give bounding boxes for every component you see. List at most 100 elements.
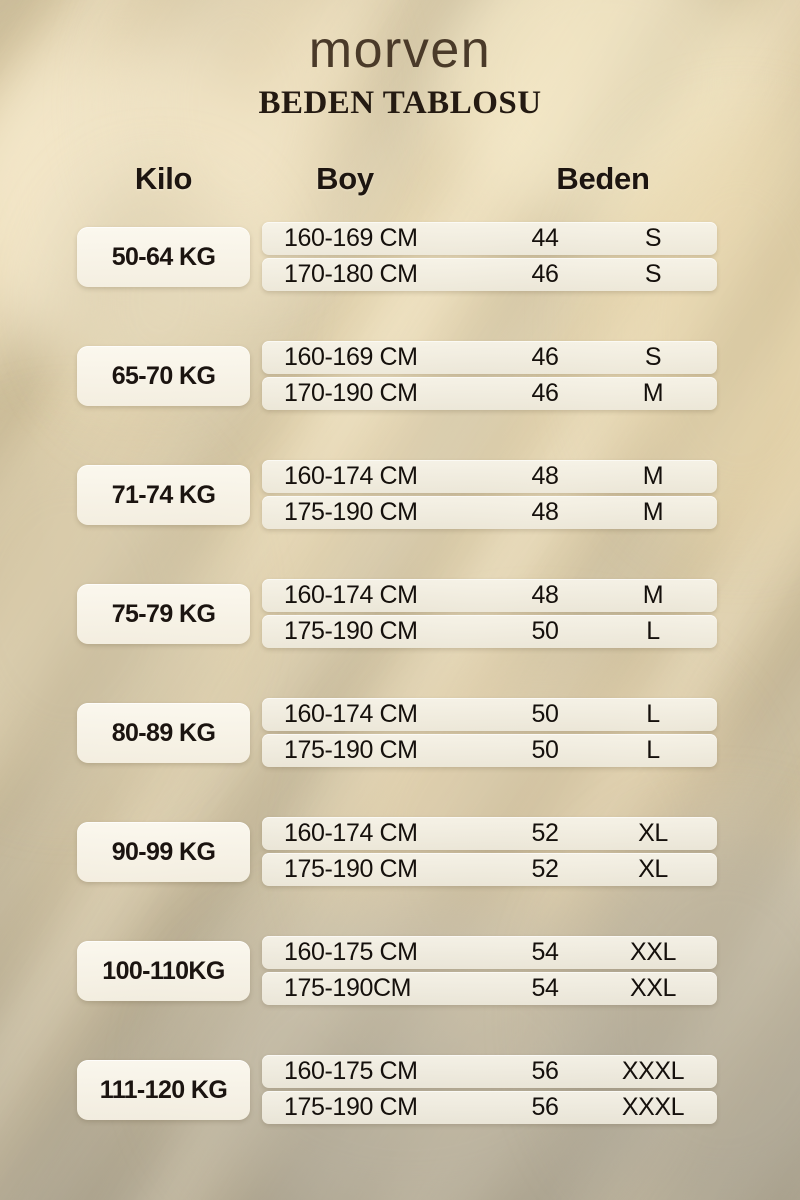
height-range-cell: 170-190 CM — [284, 379, 418, 407]
weight-range-pill: 111-120 KG — [77, 1060, 250, 1120]
letter-size-cell: S — [644, 224, 662, 252]
letter-size-cell: L — [646, 700, 660, 728]
numeric-size-cell: 46 — [531, 379, 559, 407]
numeric-size-cell: 48 — [531, 498, 559, 526]
numeric-size-cell: 50 — [531, 617, 559, 645]
weight-range-pill: 90-99 KG — [77, 822, 250, 882]
weight-group: 90-99 KG 160-174 CM 52 XL 175-190 CM 52 XL — [0, 817, 800, 889]
weight-group: 71-74 KG 160-174 CM 48 M 175-190 CM 48 M — [0, 460, 800, 532]
table-row: 170-190 CM 46 M — [262, 377, 717, 410]
weight-range-label: 80-89 KG — [111, 718, 216, 747]
table-row: 160-174 CM 50 L — [262, 698, 717, 731]
weight-range-label: 100-110KG — [102, 956, 225, 985]
letter-size-cell: S — [644, 343, 662, 371]
letter-size-cell: M — [642, 498, 664, 526]
height-range-cell: 175-190 CM — [284, 855, 418, 883]
measurement-rows: 160-174 CM 50 L 175-190 CM 50 L — [262, 698, 717, 767]
height-range-cell: 160-174 CM — [284, 700, 418, 728]
weight-range-label: 90-99 KG — [111, 837, 216, 866]
measurement-rows: 160-175 CM 54 XXL 175-190CM 54 XXL — [262, 936, 717, 1005]
weight-range-pill: 50-64 KG — [77, 227, 250, 287]
weight-range-label: 111-120 KG — [99, 1075, 228, 1104]
background-blur-shape — [440, 0, 770, 230]
table-row: 160-169 CM 46 S — [262, 341, 717, 374]
weight-range-pill: 65-70 KG — [77, 346, 250, 406]
height-range-cell: 175-190 CM — [284, 617, 418, 645]
table-row: 160-174 CM 48 M — [262, 579, 717, 612]
letter-size-cell: XXL — [629, 938, 677, 966]
numeric-size-cell: 48 — [531, 462, 559, 490]
column-header-boy: Boy — [316, 161, 374, 196]
table-row: 175-190 CM 48 M — [262, 496, 717, 529]
numeric-size-cell: 46 — [531, 343, 559, 371]
weight-range-pill: 71-74 KG — [77, 465, 250, 525]
numeric-size-cell: 46 — [531, 260, 559, 288]
measurement-rows: 160-174 CM 52 XL 175-190 CM 52 XL — [262, 817, 717, 886]
numeric-size-cell: 56 — [531, 1057, 559, 1085]
measurement-rows: 160-169 CM 46 S 170-190 CM 46 M — [262, 341, 717, 410]
table-row: 175-190 CM 52 XL — [262, 853, 717, 886]
height-range-cell: 175-190 CM — [284, 1093, 418, 1121]
weight-range-label: 50-64 KG — [111, 242, 216, 271]
weight-range-pill: 75-79 KG — [77, 584, 250, 644]
letter-size-cell: L — [646, 617, 660, 645]
table-row: 175-190 CM 50 L — [262, 615, 717, 648]
numeric-size-cell: 54 — [531, 938, 559, 966]
weight-group: 50-64 KG 160-169 CM 44 S 170-180 CM 46 S — [0, 222, 800, 294]
table-row: 170-180 CM 46 S — [262, 258, 717, 291]
letter-size-cell: XL — [638, 855, 668, 883]
weight-group: 111-120 KG 160-175 CM 56 XXXL 175-190 CM 56 XX… — [0, 1055, 800, 1127]
weight-range-label: 71-74 KG — [111, 480, 216, 509]
height-range-cell: 170-180 CM — [284, 260, 418, 288]
letter-size-cell: XL — [638, 819, 668, 847]
table-row: 175-190 CM 56 XXXL — [262, 1091, 717, 1124]
weight-range-label: 75-79 KG — [111, 599, 216, 628]
page-title: BEDEN TABLOSU — [258, 85, 542, 121]
letter-size-cell: M — [642, 379, 664, 407]
weight-range-label: 65-70 KG — [111, 361, 216, 390]
brand-logo: morven — [308, 21, 492, 79]
height-range-cell: 175-190 CM — [284, 498, 418, 526]
weight-range-pill: 80-89 KG — [77, 703, 250, 763]
height-range-cell: 160-175 CM — [284, 1057, 418, 1085]
measurement-rows: 160-169 CM 44 S 170-180 CM 46 S — [262, 222, 717, 291]
measurement-rows: 160-174 CM 48 M 175-190 CM 48 M — [262, 460, 717, 529]
column-header-kilo: Kilo — [134, 161, 193, 196]
column-header-beden: Beden — [556, 161, 650, 196]
numeric-size-cell: 44 — [531, 224, 559, 252]
table-row: 160-169 CM 44 S — [262, 222, 717, 255]
column-headers: Kilo Boy Beden — [0, 163, 800, 205]
letter-size-cell: XXL — [629, 974, 677, 1002]
numeric-size-cell: 52 — [531, 855, 559, 883]
letter-size-cell: M — [642, 581, 664, 609]
weight-range-pill: 100-110KG — [77, 941, 250, 1001]
table-row: 160-174 CM 48 M — [262, 460, 717, 493]
letter-size-cell: XXXL — [621, 1093, 685, 1121]
height-range-cell: 175-190 CM — [284, 736, 418, 764]
height-range-cell: 160-169 CM — [284, 224, 418, 252]
weight-group: 65-70 KG 160-169 CM 46 S 170-190 CM 46 M — [0, 341, 800, 413]
table-row: 175-190CM 54 XXL — [262, 972, 717, 1005]
numeric-size-cell: 52 — [531, 819, 559, 847]
letter-size-cell: S — [644, 260, 662, 288]
numeric-size-cell: 48 — [531, 581, 559, 609]
height-range-cell: 160-174 CM — [284, 462, 418, 490]
measurement-rows: 160-175 CM 56 XXXL 175-190 CM 56 XXXL — [262, 1055, 717, 1124]
height-range-cell: 160-169 CM — [284, 343, 418, 371]
weight-group: 80-89 KG 160-174 CM 50 L 175-190 CM 50 L — [0, 698, 800, 770]
weight-group: 100-110KG 160-175 CM 54 XXL 175-190CM 54 XXL — [0, 936, 800, 1008]
height-range-cell: 175-190CM — [284, 974, 412, 1002]
height-range-cell: 160-175 CM — [284, 938, 418, 966]
table-row: 160-175 CM 56 XXXL — [262, 1055, 717, 1088]
letter-size-cell: M — [642, 462, 664, 490]
height-range-cell: 160-174 CM — [284, 819, 418, 847]
numeric-size-cell: 56 — [531, 1093, 559, 1121]
measurement-rows: 160-174 CM 48 M 175-190 CM 50 L — [262, 579, 717, 648]
numeric-size-cell: 54 — [531, 974, 559, 1002]
table-row: 160-174 CM 52 XL — [262, 817, 717, 850]
numeric-size-cell: 50 — [531, 736, 559, 764]
weight-group: 75-79 KG 160-174 CM 48 M 175-190 CM 50 L — [0, 579, 800, 651]
letter-size-cell: XXXL — [621, 1057, 685, 1085]
numeric-size-cell: 50 — [531, 700, 559, 728]
